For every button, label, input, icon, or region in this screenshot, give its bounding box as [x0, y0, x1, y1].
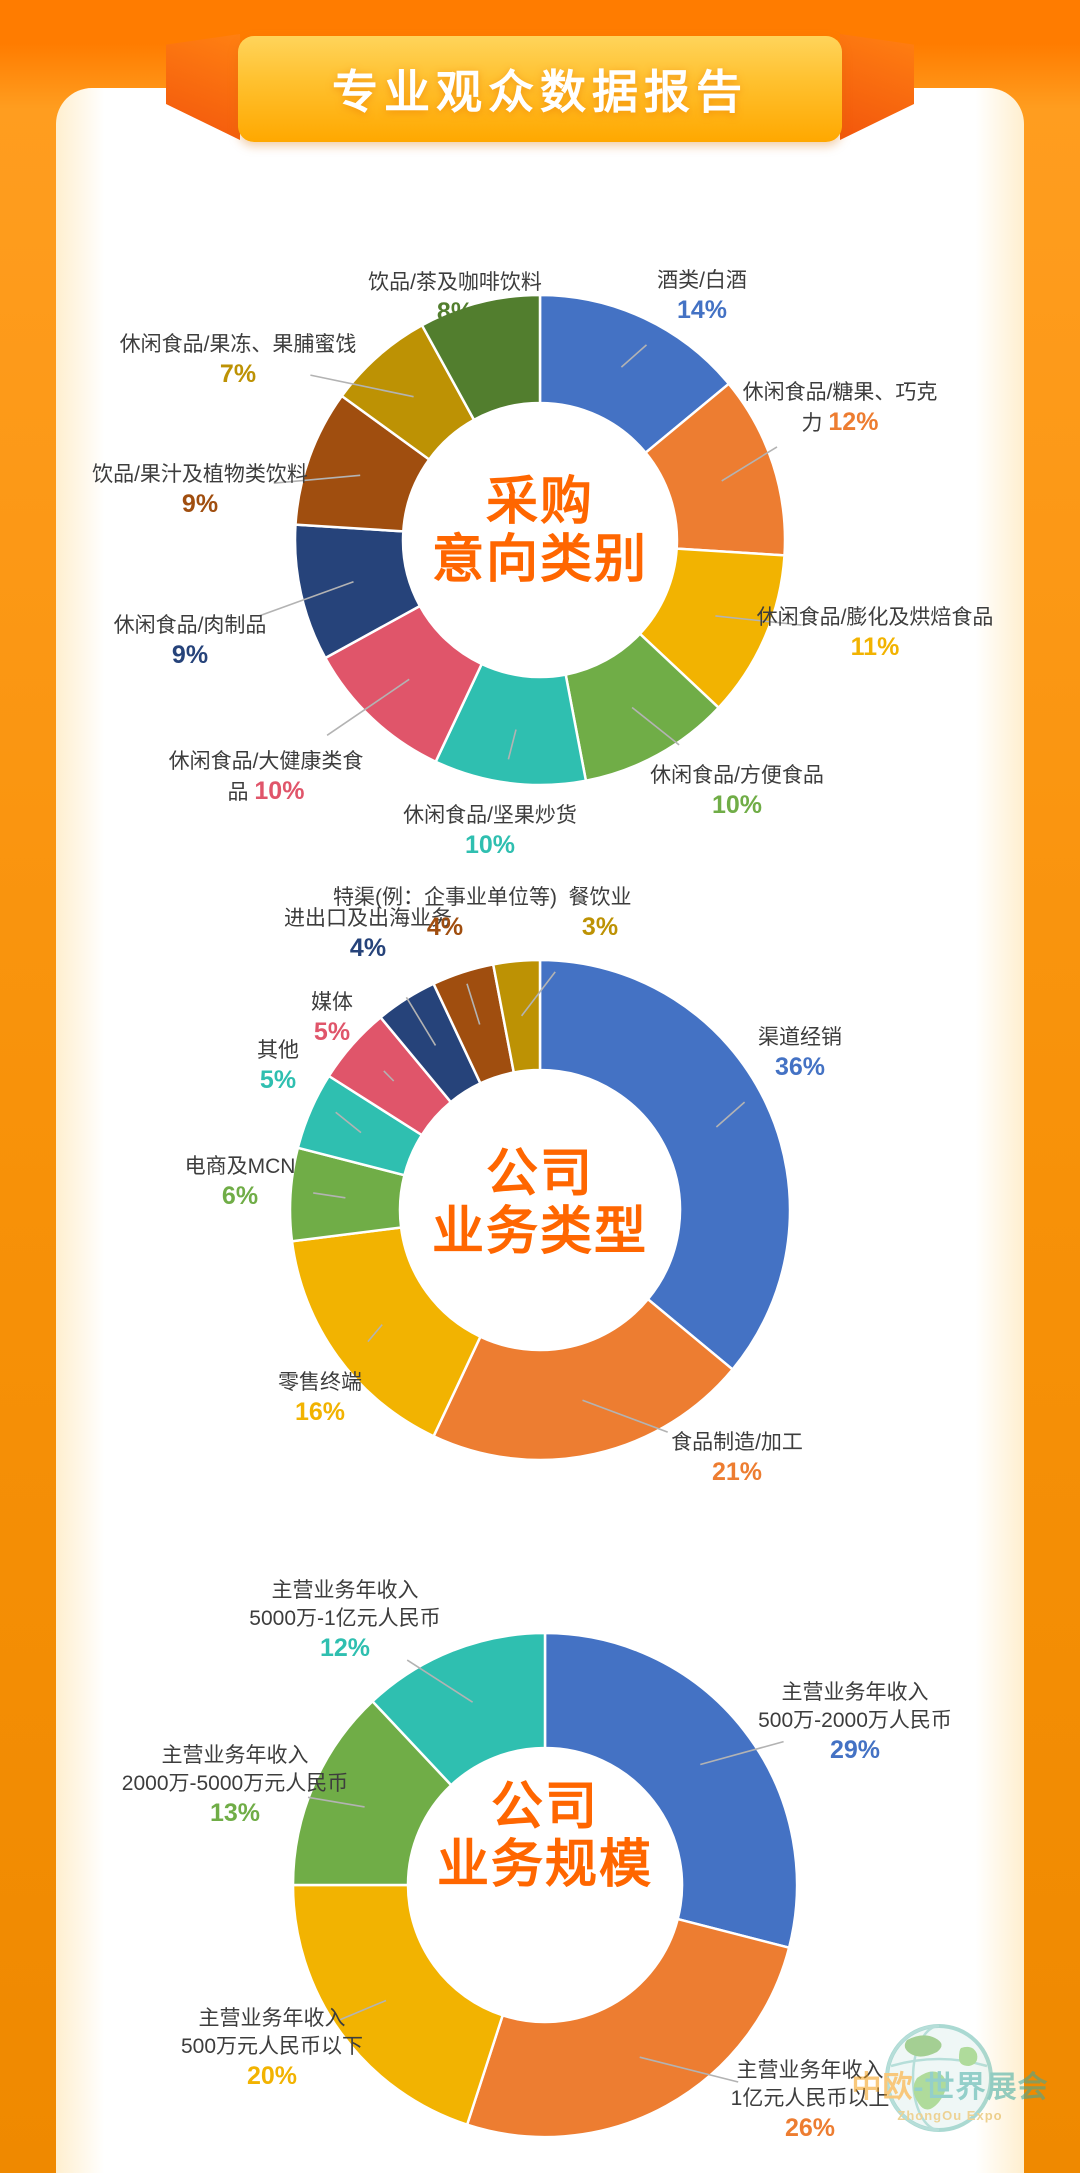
donut-0-label-0: 酒类/白酒 14%	[657, 269, 747, 324]
donut-2-label-2: 主营业务年收入 500万元人民币以下 20%	[180, 2006, 364, 2090]
donut-0-center-title: 采购 意向类别	[431, 473, 648, 589]
page-title: 专业观众数据报告	[332, 66, 748, 118]
expo-logo-subtext: ZhongOu Expo	[897, 2108, 1003, 2123]
donut-2-label-4: 主营业务年收入 5000万-1亿元人民币 12%	[249, 1578, 441, 1662]
donut-2-slice-0	[543, 1631, 799, 1949]
donut-0-label-7: 饮品/果汁及植物类饮料 9%	[92, 463, 308, 518]
leader-line	[313, 1192, 346, 1199]
leader-line	[383, 1070, 395, 1082]
donut-0-label-1: 休闲食品/糖果、巧克力 12%	[742, 381, 938, 436]
donut-1-label-2: 零售终端 16%	[278, 1371, 362, 1426]
leader-line	[507, 729, 517, 760]
donut-1-label-1: 食品制造/加工 21%	[671, 1431, 803, 1486]
title-ribbon: 专业观众数据报告	[238, 36, 842, 142]
donut-0-label-2: 休闲食品/膨化及烘焙食品 11%	[756, 606, 994, 661]
leader-line	[700, 1740, 784, 1766]
donut-0-slice-9	[420, 293, 542, 422]
donut-1-label-0: 渠道经销 36%	[758, 1026, 842, 1081]
donut-0-label-9: 饮品/茶及咖啡饮料 8%	[368, 271, 542, 326]
leader-line	[259, 580, 354, 617]
donut-2-slice-1	[465, 1917, 791, 2139]
donut-1-hole	[401, 1071, 679, 1349]
donut-1-label-4: 其他 5%	[257, 1039, 299, 1094]
globe-icon	[885, 2024, 993, 2132]
donut-2-hole	[409, 1749, 681, 2021]
leader-line	[405, 996, 437, 1046]
leader-line	[631, 706, 680, 746]
leader-line	[715, 1101, 746, 1128]
leader-line	[367, 1324, 383, 1343]
donut-2-label-1: 主营业务年收入 1亿元人民币以上 26%	[730, 2058, 890, 2142]
leader-line	[715, 615, 802, 626]
donut-1-slice-8	[491, 958, 542, 1074]
leader-line	[466, 983, 481, 1025]
leader-line	[620, 344, 648, 368]
leader-line	[582, 1399, 668, 1433]
donut-2-slice-4	[371, 1631, 547, 1787]
donut-0-label-8: 休闲食品/果冻、果脯蜜饯 7%	[119, 333, 357, 388]
leader-line	[307, 1796, 365, 1808]
donut-1-slice-0	[538, 958, 792, 1371]
leader-line	[310, 374, 414, 398]
leader-line	[339, 1999, 387, 2021]
leader-line	[721, 446, 778, 482]
expo-logo-text: 中欧-世界展会	[851, 2071, 1049, 2104]
donut-0-label-6: 休闲食品/肉制品 9%	[113, 614, 267, 669]
leader-line	[335, 1111, 362, 1134]
donut-1-label-3: 电商及MCN 6%	[184, 1155, 296, 1210]
leader-line	[273, 474, 361, 484]
donut-1-label-7: 特渠(例：企事业单位等) 4%	[333, 886, 557, 941]
donut-1-label-8: 餐饮业 3%	[568, 886, 632, 941]
expo-logo-watermark: 中欧-世界展会 ZhongOu Expo	[845, 2016, 1055, 2166]
donut-0-label-4: 休闲食品/坚果炒货 10%	[403, 804, 577, 859]
donut-2-label-0: 主营业务年收入 500万-2000万人民币 29%	[758, 1680, 952, 1764]
donut-2-slice-2	[291, 1883, 504, 2126]
leader-line	[406, 1659, 474, 1703]
donut-0-label-3: 休闲食品/方便食品 10%	[650, 764, 824, 819]
donut-1-center-title: 公司 业务类型	[431, 1145, 648, 1261]
donut-1-slice-2	[290, 1226, 482, 1438]
leader-line	[326, 678, 410, 736]
donut-2-label-3: 主营业务年收入 2000万-5000万元人民币 13%	[121, 1743, 349, 1827]
donut-2-center-title: 公司 业务规模	[436, 1778, 653, 1894]
donut-0-hole	[404, 404, 676, 676]
leader-line	[639, 2056, 739, 2083]
leader-line	[520, 971, 556, 1017]
donut-1-label-6: 进出口及出海业务 4%	[284, 907, 452, 962]
donut-0-label-5: 休闲食品/大健康类食品 10%	[168, 750, 364, 805]
donut-1-label-5: 媒体 5%	[311, 991, 353, 1046]
